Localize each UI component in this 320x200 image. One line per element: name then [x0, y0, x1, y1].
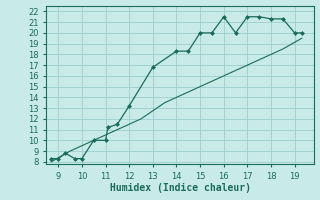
X-axis label: Humidex (Indice chaleur): Humidex (Indice chaleur)	[109, 183, 251, 193]
